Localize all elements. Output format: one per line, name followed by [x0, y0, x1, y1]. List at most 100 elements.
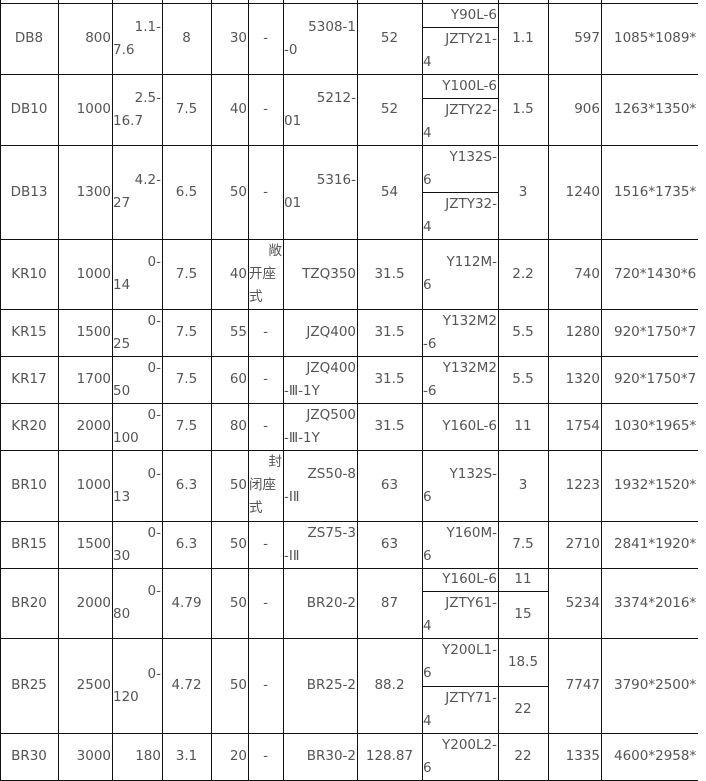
cell-reducer: ZS75-3 -ⅠⅡ [283, 521, 358, 569]
cell-text: 1000 [76, 477, 111, 493]
cell-text: 1.1- [134, 18, 161, 35]
cell-dimensions: 920*1750*7 [601, 309, 698, 357]
cell-partial [357, 0, 423, 4]
cell-text: 120 [113, 688, 139, 705]
cell-reducer: ZS50-8 -ⅠⅡ [283, 450, 358, 522]
cell-speed-range: 0- 100 [112, 403, 163, 451]
cell-text: 1085*1089* [614, 30, 697, 46]
cell-speed-range: 180 [112, 733, 163, 781]
cell-bearing-type: - [248, 733, 284, 781]
cell-text: 1700 [76, 371, 111, 387]
cell-text: 87 [380, 594, 399, 611]
cell-text: 7.5 [512, 536, 534, 552]
cell-text: 3374*2016* [614, 594, 697, 611]
cell-weight: 1320 [548, 356, 602, 404]
cell-text: 52 [380, 101, 399, 117]
cell-weight: 906 [548, 74, 602, 146]
cell-ratio: 3.1 [162, 733, 212, 781]
cell-text: 18.5 [507, 653, 539, 670]
cell-text: - [263, 324, 268, 340]
cell-text: 80 [229, 418, 247, 434]
cell-model: KR20 [0, 403, 59, 451]
cell-text: 4.2- [134, 172, 161, 188]
cell-weight: 1280 [548, 309, 602, 357]
cell-weight: 1240 [548, 145, 602, 240]
cell-power: 11 [498, 568, 549, 592]
cell-text: BR30 [11, 748, 47, 764]
cell-text: 50 [229, 594, 247, 611]
cell-text: 3000 [76, 748, 111, 764]
cell-text: DB13 [10, 183, 48, 200]
cell-text: JZTY61- [445, 594, 497, 611]
cell-bearing-type: - [248, 638, 284, 734]
cell-text: KR15 [11, 324, 47, 340]
cell-text: 0- [147, 406, 161, 423]
cell-partial [162, 0, 212, 4]
cell-text: 1754 [565, 418, 600, 434]
cell-motor: JZTY22- 4 [422, 98, 499, 146]
cell-text: 0- [147, 665, 161, 682]
cell-text: -ⅠⅡ [284, 488, 300, 505]
cell-text: 52 [380, 30, 399, 46]
cell-power: 18.5 [498, 638, 549, 687]
cell-power: 15 [498, 591, 549, 639]
cell-dimensions: 1085*1089* [601, 3, 698, 75]
cell-speed: 128.87 [357, 733, 423, 781]
cell-model: BR25 [0, 638, 59, 734]
cell-text: - [263, 418, 268, 434]
cell-text: 6 [423, 759, 432, 776]
cell-dimensions: 4600*2958* [601, 733, 698, 781]
cell-text: ZS50-8 [307, 465, 356, 482]
cell-text: JZTY21- [445, 30, 497, 47]
cell-model: BR20 [0, 568, 59, 639]
cell-partial [112, 0, 163, 4]
cell-text: Y200L2- [442, 736, 497, 753]
cell-text: 906 [574, 101, 600, 117]
cell-text: KR17 [11, 371, 47, 387]
cell-text: 30 [229, 30, 247, 46]
cell-reducer: JZQ400 [283, 309, 358, 357]
cell-capacity: 2500 [58, 638, 113, 734]
cell-rpm: 40 [211, 239, 249, 310]
cell-text: 1263*1350* [614, 101, 697, 117]
cell-text: 13 [113, 488, 131, 505]
cell-rpm: 60 [211, 356, 249, 404]
cell-text: 6.3 [175, 536, 198, 552]
cell-text: 6 [423, 171, 432, 188]
table-border [0, 0, 1, 781]
cell-text: TZQ350 [302, 265, 356, 282]
cell-power: 11 [498, 403, 549, 451]
cell-text: 740 [574, 265, 600, 282]
cell-text: 50 [229, 477, 247, 493]
cell-text: 920*1750*7 [614, 371, 697, 387]
cell-partial [248, 0, 284, 4]
cell-text: 50 [229, 183, 247, 200]
cell-partial [601, 0, 698, 4]
cell-text: 6 [423, 547, 432, 564]
cell-text: BR15 [11, 536, 47, 552]
cell-text: 1300 [76, 183, 111, 200]
cell-partial [498, 0, 549, 4]
cell-text: 1000 [76, 101, 111, 117]
cell-rpm: 50 [211, 568, 249, 639]
cell-text: 1500 [76, 536, 111, 552]
cell-text: 800 [85, 30, 111, 46]
cell-text: 31.5 [374, 324, 405, 340]
cell-text: 50 [229, 677, 247, 693]
cell-bearing-type: 封闭座式 [248, 450, 284, 522]
cell-text: 1280 [565, 324, 600, 340]
cell-motor: Y200L1- 6 [422, 638, 499, 687]
cell-text: BR30-2 [306, 748, 356, 764]
cell-dimensions: 1030*1965* [601, 403, 698, 451]
cell-ratio: 6.5 [162, 145, 212, 240]
cell-text: 0- [147, 254, 161, 270]
cell-text: JZQ400 [306, 359, 356, 376]
cell-text: - [263, 677, 268, 693]
cell-ratio: 7.5 [162, 74, 212, 146]
cell-text: 1320 [565, 371, 600, 387]
cell-text: 4 [423, 124, 432, 141]
cell-speed: 52 [357, 3, 423, 75]
cell-text: 闭座 [249, 477, 276, 493]
cell-model: KR10 [0, 239, 59, 310]
cell-partial [0, 0, 59, 4]
